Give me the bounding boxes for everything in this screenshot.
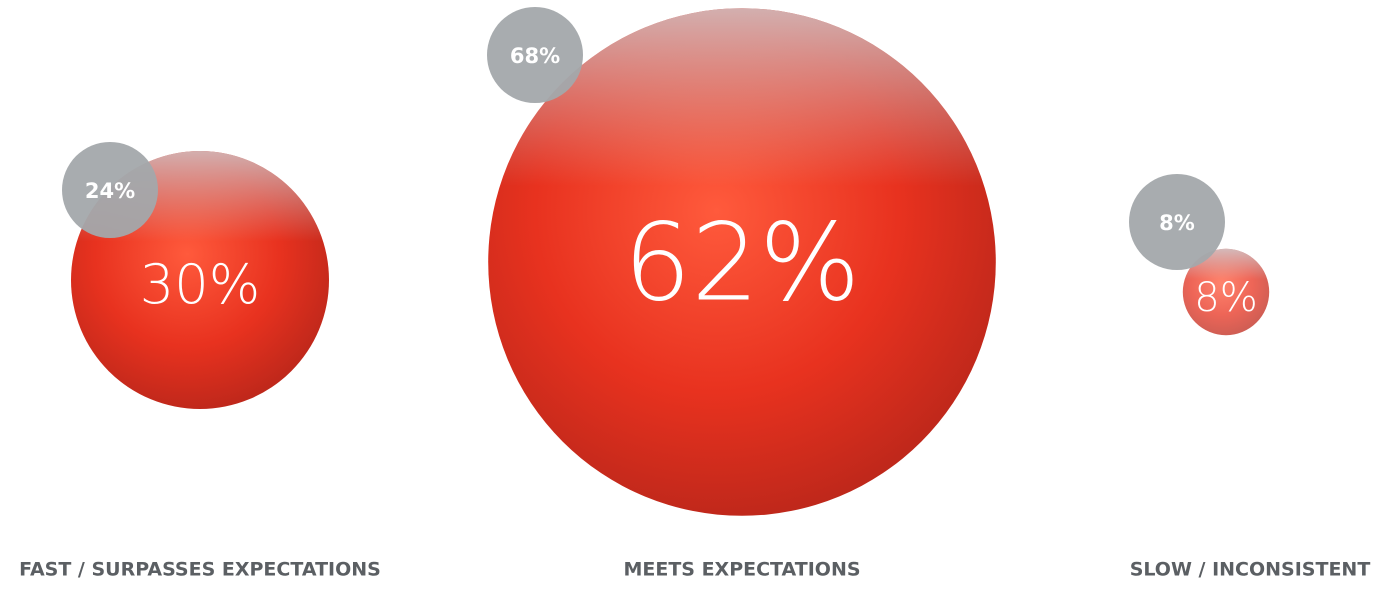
comparison-label: 24% (85, 179, 135, 203)
comparison-bubble (1129, 174, 1225, 270)
comparison-label: 8% (1159, 211, 1195, 235)
category-label: MEETS EXPECTATIONS (623, 559, 860, 581)
value-label: 8% (1194, 275, 1257, 321)
bubble-haze (1182, 248, 1270, 336)
comparison-label: 68% (510, 44, 560, 68)
comparison-bubble (487, 7, 583, 103)
value-label: 30% (140, 253, 260, 316)
comparison-bubble (62, 142, 158, 238)
category-label: FAST / SURPASSES EXPECTATIONS (19, 559, 381, 581)
value-label: 62% (624, 201, 861, 325)
category-label: SLOW / INCONSISTENT (1130, 559, 1371, 581)
bubble-haze (488, 8, 996, 516)
